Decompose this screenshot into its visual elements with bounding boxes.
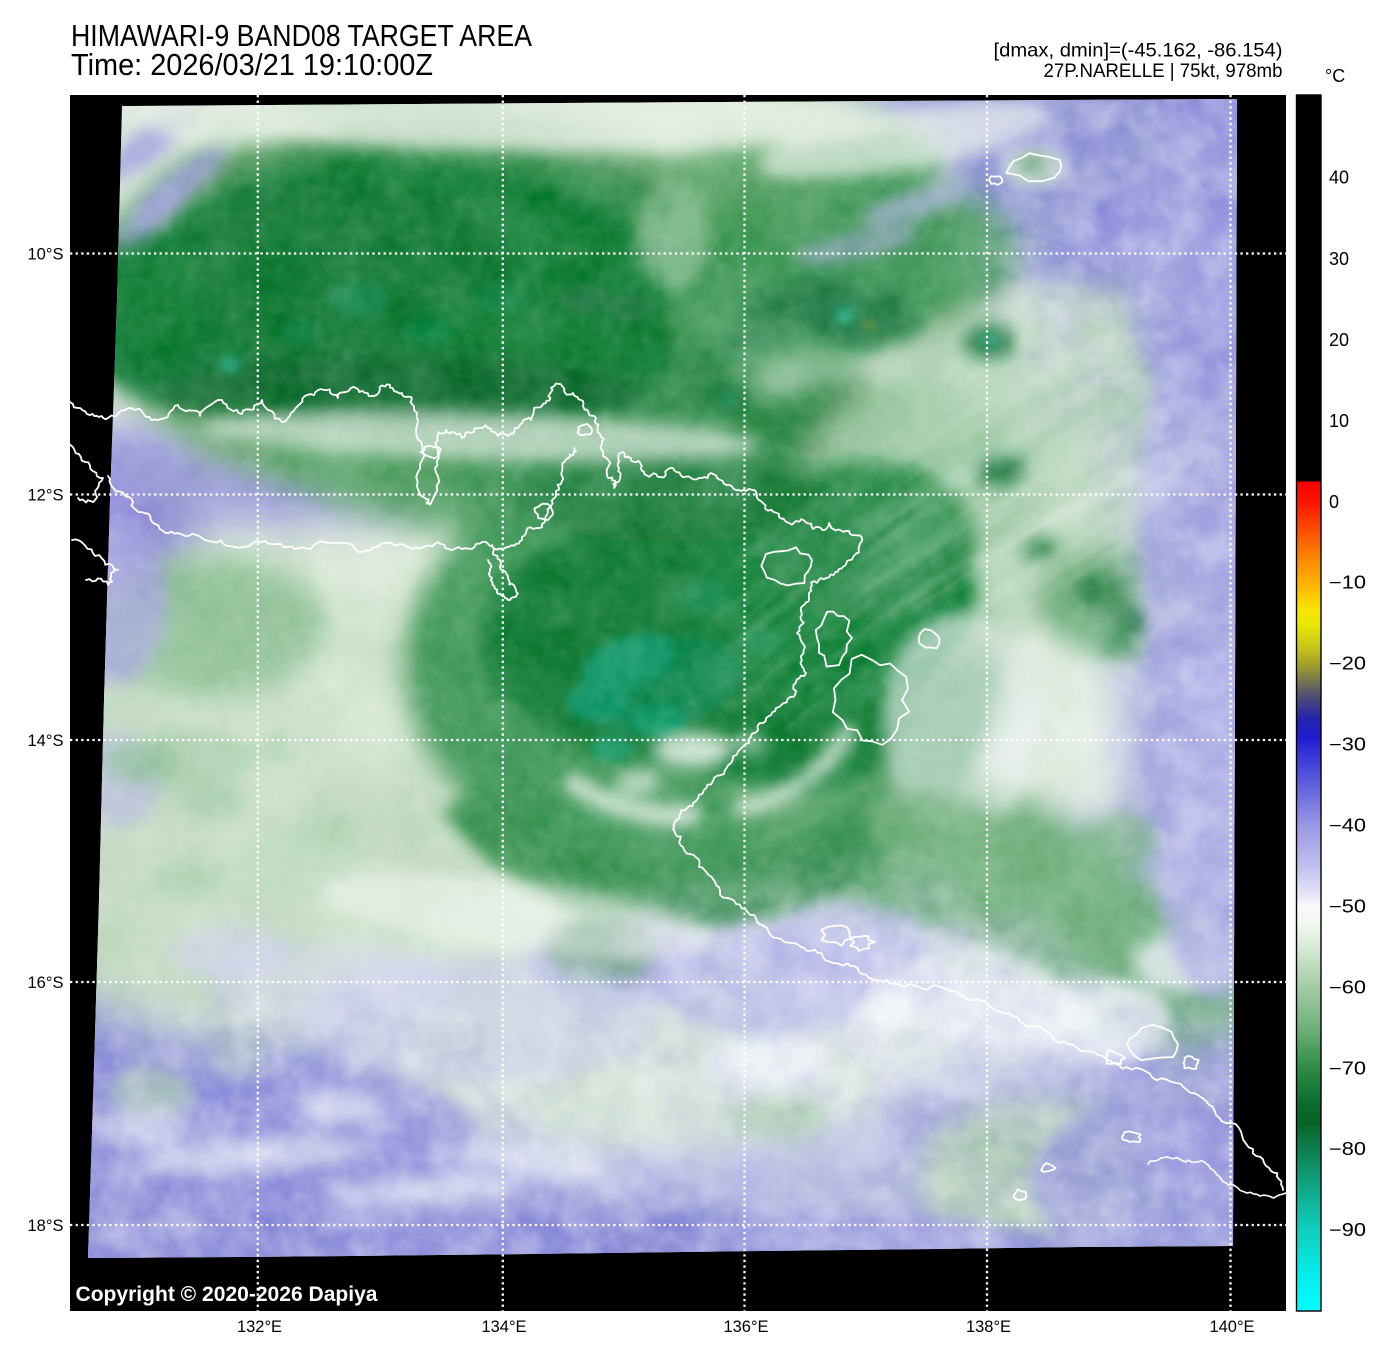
svg-text:10: 10 xyxy=(1329,411,1349,431)
svg-text:Time: 2026/03/21 19:10:00Z: Time: 2026/03/21 19:10:00Z xyxy=(71,47,433,82)
svg-text:10°S: 10°S xyxy=(28,245,64,264)
svg-text:−90: −90 xyxy=(1329,1220,1366,1240)
svg-text:−50: −50 xyxy=(1329,897,1366,917)
svg-text:HIMAWARI-9 BAND08 TARGET AREA: HIMAWARI-9 BAND08 TARGET AREA xyxy=(71,18,532,53)
svg-text:138°E: 138°E xyxy=(966,1317,1011,1336)
svg-text:14°S: 14°S xyxy=(28,731,64,750)
svg-text:0: 0 xyxy=(1329,492,1339,512)
svg-text:[dmax, dmin]=(-45.162, -86.154: [dmax, dmin]=(-45.162, -86.154) xyxy=(994,40,1283,62)
svg-text:40: 40 xyxy=(1329,168,1349,188)
svg-text:18°S: 18°S xyxy=(28,1216,64,1235)
svg-text:−60: −60 xyxy=(1329,978,1366,998)
svg-text:−30: −30 xyxy=(1329,735,1366,755)
svg-text:136°E: 136°E xyxy=(724,1317,769,1336)
svg-text:−10: −10 xyxy=(1329,573,1366,593)
svg-text:132°E: 132°E xyxy=(237,1317,282,1336)
svg-text:12°S: 12°S xyxy=(28,486,64,505)
svg-text:−40: −40 xyxy=(1329,816,1366,836)
svg-text:134°E: 134°E xyxy=(482,1317,527,1336)
svg-text:−70: −70 xyxy=(1329,1059,1366,1079)
svg-text:−20: −20 xyxy=(1329,654,1366,674)
svg-text:°C: °C xyxy=(1325,66,1345,86)
svg-text:27P.NARELLE | 75kt, 978mb: 27P.NARELLE | 75kt, 978mb xyxy=(1044,60,1283,82)
svg-text:30: 30 xyxy=(1329,249,1349,269)
svg-text:−80: −80 xyxy=(1329,1139,1366,1159)
svg-text:16°S: 16°S xyxy=(28,973,64,992)
svg-text:Copyright © 2020-2026 Dapiya: Copyright © 2020-2026 Dapiya xyxy=(76,1282,379,1306)
svg-text:20: 20 xyxy=(1329,330,1349,350)
svg-text:140°E: 140°E xyxy=(1210,1317,1255,1336)
